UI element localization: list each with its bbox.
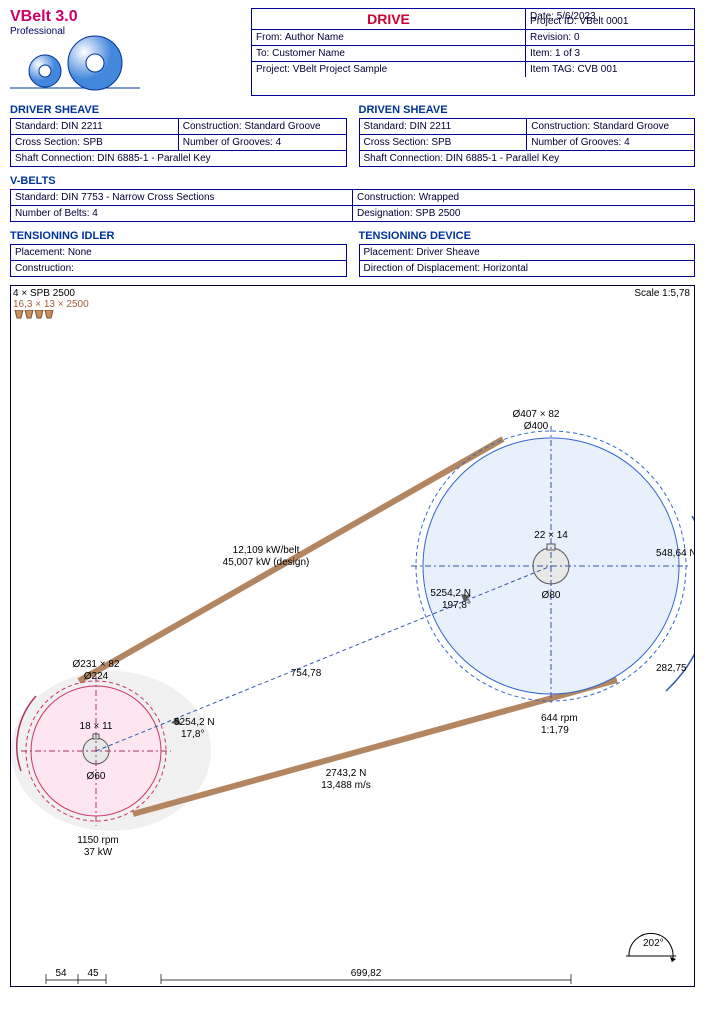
svg-text:Ø224: Ø224 <box>84 671 109 682</box>
svg-text:13,488 m/s: 13,488 m/s <box>321 780 370 791</box>
svg-text:Ø407 × 82: Ø407 × 82 <box>513 409 560 420</box>
svg-text:45: 45 <box>87 968 99 979</box>
vbelts-table: Standard: DIN 7753 - Narrow Cross Sectio… <box>10 189 695 222</box>
tensioning-device-table: Placement: Driver Sheave Direction of Di… <box>359 244 696 277</box>
tensioning-idler-title: TENSIONING IDLER <box>10 230 347 242</box>
header-table: DRIVE Date: 5/6/2023 Project ID: VBelt 0… <box>251 8 695 96</box>
svg-text:5254,2 N: 5254,2 N <box>174 717 215 728</box>
svg-text:202°: 202° <box>643 938 664 949</box>
svg-text:17,8°: 17,8° <box>181 729 204 740</box>
scale-label: Scale 1:5,78 <box>634 288 690 299</box>
svg-text:282,75: 282,75 <box>656 663 687 674</box>
svg-text:18 × 11: 18 × 11 <box>80 721 113 732</box>
drawing-area: 4 × SPB 250016,3 × 13 × 2500 Scale 1:5,7… <box>10 285 695 987</box>
svg-text:22 × 14: 22 × 14 <box>534 530 568 541</box>
svg-text:2743,2 N: 2743,2 N <box>326 768 367 779</box>
svg-text:1:1,79: 1:1,79 <box>541 725 569 736</box>
svg-text:54: 54 <box>55 968 67 979</box>
svg-text:699,82: 699,82 <box>351 968 382 979</box>
driven-sheave-title: DRIVEN SHEAVE <box>359 104 696 116</box>
svg-text:548,64 N.m: 548,64 N.m <box>656 548 694 559</box>
svg-text:Ø400: Ø400 <box>524 421 549 432</box>
svg-text:12,109 kW/belt: 12,109 kW/belt <box>233 545 300 556</box>
svg-text:197,8°: 197,8° <box>442 600 471 611</box>
app-title: VBelt 3.0 <box>10 8 245 26</box>
svg-text:45,007 kW (design): 45,007 kW (design) <box>223 557 310 568</box>
logo-block: VBelt 3.0 Professional <box>10 8 245 96</box>
svg-text:Ø60: Ø60 <box>87 771 106 782</box>
belt-spec-label: 4 × SPB 250016,3 × 13 × 2500 <box>13 288 89 323</box>
svg-text:5254,2 N: 5254,2 N <box>430 588 471 599</box>
vbelts-title: V-BELTS <box>10 175 695 187</box>
drive-diagram: Ø407 × 82 Ø400 22 × 14 Ø80 548,64 N.m 64… <box>11 286 694 986</box>
svg-text:Ø231 × 82: Ø231 × 82 <box>73 659 120 670</box>
logo-icon <box>10 33 140 93</box>
tensioning-idler-table: Placement: None Construction: <box>10 244 347 277</box>
driver-sheave-title: DRIVER SHEAVE <box>10 104 347 116</box>
svg-text:644 rpm: 644 rpm <box>541 713 578 724</box>
tensioning-device-title: TENSIONING DEVICE <box>359 230 696 242</box>
driver-sheave-table: Standard: DIN 2211 Construction: Standar… <box>10 118 347 167</box>
driven-sheave-table: Standard: DIN 2211 Construction: Standar… <box>359 118 696 167</box>
svg-text:37 kW: 37 kW <box>84 847 113 858</box>
svg-text:1150 rpm: 1150 rpm <box>77 835 119 846</box>
svg-text:Ø80: Ø80 <box>542 590 561 601</box>
svg-text:754,78: 754,78 <box>291 668 322 679</box>
